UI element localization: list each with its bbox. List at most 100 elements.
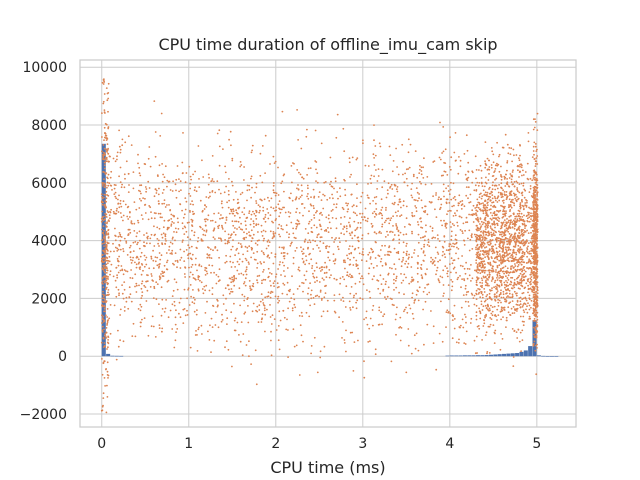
scatter-point [271, 237, 274, 240]
scatter-point [237, 252, 240, 255]
scatter-point [277, 166, 279, 169]
scatter-point [423, 260, 425, 262]
scatter-point [522, 169, 524, 172]
scatter-point [276, 297, 279, 300]
scatter-point [255, 383, 258, 386]
scatter-point [500, 178, 503, 181]
scatter-point [107, 291, 109, 294]
scatter-point [101, 81, 104, 84]
scatter-point [413, 299, 416, 302]
scatter-point [305, 311, 308, 314]
scatter-point [107, 346, 109, 349]
scatter-point [521, 230, 523, 233]
scatter-point [487, 198, 490, 200]
scatter-point [144, 286, 147, 288]
scatter-point [145, 300, 148, 302]
scatter-point [480, 269, 483, 272]
scatter-point [496, 224, 499, 227]
scatter-point [511, 183, 514, 186]
scatter-point [134, 335, 137, 338]
scatter-point [523, 320, 525, 323]
scatter-point [516, 181, 519, 184]
scatter-point [485, 307, 488, 310]
scatter-point [440, 174, 443, 177]
scatter-point [527, 245, 529, 248]
scatter-point [170, 252, 173, 254]
scatter-point [309, 241, 312, 244]
scatter-point [319, 225, 322, 228]
scatter-point [106, 374, 109, 376]
scatter-point [163, 219, 166, 222]
scatter-point [105, 411, 108, 414]
scatter-point [226, 317, 229, 320]
scatter-point [100, 341, 103, 344]
scatter-point [500, 308, 503, 311]
scatter-point [228, 178, 230, 180]
scatter-point [397, 229, 400, 232]
scatter-point [114, 212, 117, 215]
scatter-point [339, 187, 341, 190]
scatter-point [491, 188, 494, 191]
histogram-bar [488, 354, 494, 357]
scatter-point [410, 188, 413, 191]
scatter-point [440, 219, 442, 222]
scatter-point [220, 202, 223, 205]
scatter-point [495, 296, 498, 299]
scatter-point [128, 184, 130, 186]
scatter-point [423, 157, 425, 160]
scatter-point [292, 256, 295, 259]
scatter-point [163, 264, 166, 267]
scatter-point [140, 251, 143, 254]
scatter-point [381, 186, 384, 189]
scatter-point [405, 242, 408, 245]
scatter-point [523, 214, 525, 217]
scatter-point [105, 160, 108, 163]
scatter-point [330, 210, 333, 212]
scatter-point [127, 218, 130, 220]
scatter-point [395, 251, 398, 254]
scatter-point [196, 334, 198, 336]
scatter-point [501, 277, 504, 279]
scatter-point [379, 292, 382, 295]
scatter-point [216, 132, 219, 135]
scatter-point [100, 220, 103, 223]
scatter-point [525, 262, 528, 264]
scatter-point [211, 293, 214, 296]
scatter-point [312, 205, 315, 207]
scatter-point [511, 171, 514, 173]
scatter-point [243, 295, 246, 298]
scatter-point [227, 206, 230, 209]
scatter-point [464, 173, 467, 176]
scatter-point [316, 236, 318, 239]
scatter-point [503, 225, 506, 228]
scatter-point [152, 297, 155, 299]
scatter-point [439, 206, 442, 209]
scatter-point [529, 277, 532, 280]
scatter-point [129, 256, 132, 259]
scatter-point [129, 251, 132, 254]
scatter-point [426, 268, 428, 270]
scatter-point [402, 160, 404, 163]
scatter-point [488, 195, 491, 198]
scatter-point [520, 182, 523, 185]
scatter-point [406, 266, 409, 269]
histogram-bar [480, 355, 485, 357]
scatter-point [463, 205, 466, 208]
scatter-point [418, 172, 421, 175]
scatter-point [484, 228, 487, 231]
scatter-point [518, 220, 521, 222]
scatter-point [440, 203, 443, 206]
scatter-point [441, 340, 444, 343]
scatter-point [332, 197, 334, 200]
scatter-point [304, 278, 307, 281]
scatter-point [494, 332, 496, 335]
scatter-point [206, 272, 209, 275]
scatter-point [256, 250, 259, 253]
scatter-point [364, 164, 367, 167]
scatter-point [103, 345, 106, 347]
scatter-point [245, 236, 248, 239]
scatter-point [450, 156, 453, 159]
scatter-point [283, 190, 285, 193]
scatter-point [103, 307, 106, 310]
scatter-point [201, 209, 204, 212]
